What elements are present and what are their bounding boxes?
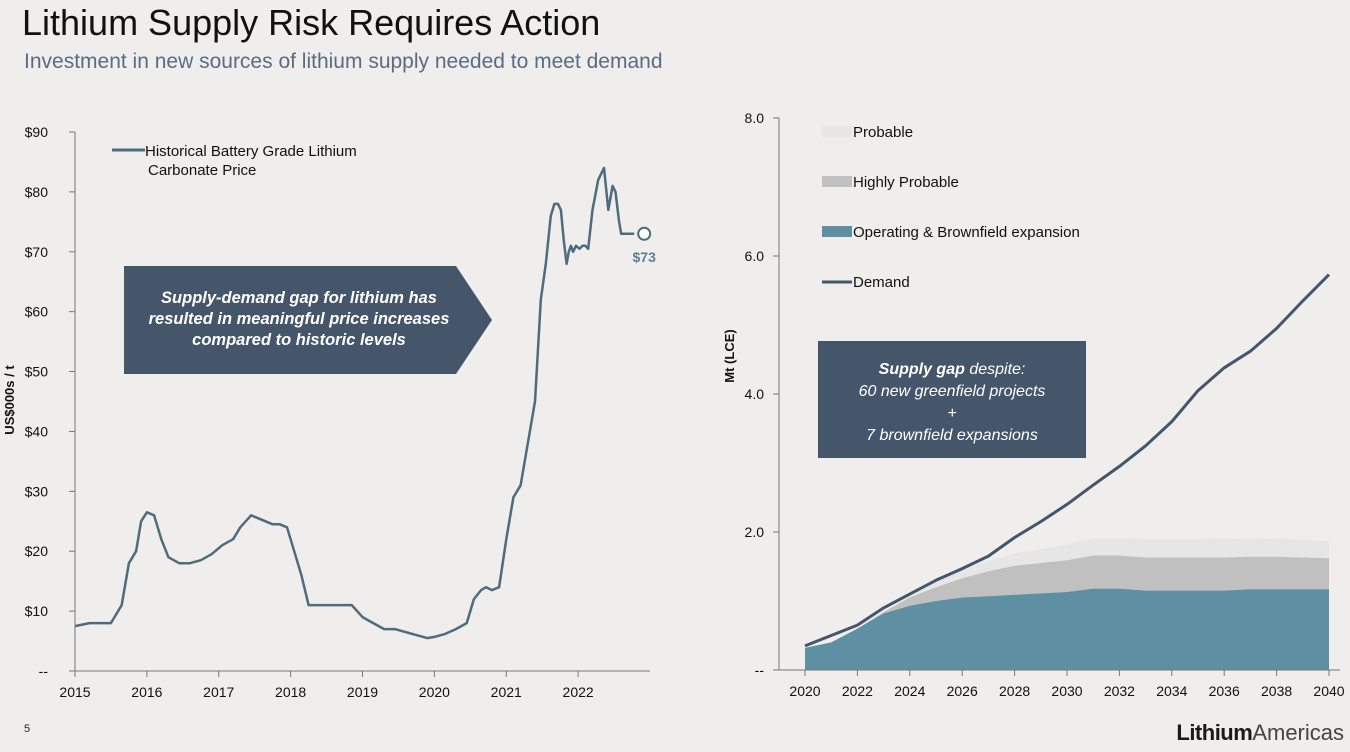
x-tick-label: 2032 xyxy=(1104,683,1135,699)
supply-gap-rest: despite: xyxy=(964,361,1026,378)
price-callout-line-2: resulted in meaningful price increases xyxy=(148,310,450,328)
operating-area xyxy=(805,588,1329,670)
y-tick-label: $10 xyxy=(25,603,49,619)
legend-swatch xyxy=(822,176,852,187)
price-end-marker xyxy=(637,226,652,241)
demand-line xyxy=(804,273,1331,648)
legend-label: Operating & Brownfield expansion xyxy=(853,224,1080,241)
y-tick-label: $40 xyxy=(25,423,49,439)
legend-label: Demand xyxy=(853,274,910,291)
x-tick-label: 2022 xyxy=(842,683,873,699)
x-tick-label: 2038 xyxy=(1261,683,1292,699)
page-title: Lithium Supply Risk Requires Action xyxy=(22,2,601,43)
y-tick-label: $70 xyxy=(25,244,49,260)
legend-label: Highly Probable xyxy=(853,174,959,191)
legend-label: Probable xyxy=(853,124,913,141)
y-tick-label: $90 xyxy=(25,124,49,140)
x-tick-label: 2022 xyxy=(563,684,594,700)
supply-gap-bold: Supply gap xyxy=(878,361,965,378)
y-axis-label: US$000s / t xyxy=(2,365,17,435)
y-tick-label: 4.0 xyxy=(745,386,765,402)
legend-swatch xyxy=(822,226,852,237)
x-tick-label: 2016 xyxy=(131,684,162,700)
x-tick-label: 2040 xyxy=(1313,683,1344,699)
x-tick-label: 2034 xyxy=(1156,683,1187,699)
highly-probable-area xyxy=(805,555,1329,648)
y-tick-label: $20 xyxy=(25,543,49,559)
supply-gap-line-2: 60 new greenfield projects xyxy=(858,383,1046,400)
price-callout-box xyxy=(124,266,492,374)
y-tick-label: 8.0 xyxy=(745,110,765,126)
page-number: 5 xyxy=(24,723,31,735)
logo-light: Americas xyxy=(1252,720,1344,745)
y-tick-label: $60 xyxy=(25,304,49,320)
price-callout-line-3: compared to historic levels xyxy=(192,331,406,349)
x-tick-label: 2019 xyxy=(347,684,378,700)
price-end-label: $73 xyxy=(633,249,657,265)
x-tick-label: 2018 xyxy=(275,684,306,700)
price-callout-line-1: Supply-demand gap for lithium has xyxy=(161,289,437,307)
company-logo: LithiumAmericas xyxy=(1176,720,1344,746)
x-tick-label: 2015 xyxy=(59,684,90,700)
x-tick-label: 2024 xyxy=(894,683,925,699)
x-tick-label: 2020 xyxy=(789,683,820,699)
supply-gap-line-4: 7 brownfield expansions xyxy=(866,427,1038,444)
page-subtitle: Investment in new sources of lithium sup… xyxy=(24,50,663,73)
legend-label-line-1: Historical Battery Grade Lithium xyxy=(145,143,357,160)
y-tick-label: -- xyxy=(755,662,765,678)
y-tick-label: $30 xyxy=(25,483,49,499)
x-tick-label: 2020 xyxy=(419,684,450,700)
x-tick-label: 2030 xyxy=(1051,683,1082,699)
legend-label-line-2: Carbonate Price xyxy=(148,162,256,179)
y-tick-label: -- xyxy=(39,663,49,679)
legend-swatch xyxy=(822,126,852,137)
supply-gap-line-3: + xyxy=(947,405,957,422)
x-tick-label: 2021 xyxy=(491,684,522,700)
y-tick-label: 6.0 xyxy=(745,248,765,264)
y-tick-label: 2.0 xyxy=(745,524,765,540)
x-tick-label: 2026 xyxy=(947,683,978,699)
probable-area xyxy=(805,538,1329,648)
logo-bold: Lithium xyxy=(1176,720,1253,745)
price-callout-text: Supply-demand gap for lithium has result… xyxy=(124,288,474,351)
y-tick-label: $50 xyxy=(25,364,49,380)
price-series-line xyxy=(74,166,635,640)
y-tick-label: $80 xyxy=(25,184,49,200)
x-tick-label: 2028 xyxy=(999,683,1030,699)
x-tick-label: 2036 xyxy=(1209,683,1240,699)
supply-gap-callout: Supply gap despite: 60 new greenfield pr… xyxy=(818,341,1086,458)
x-tick-label: 2017 xyxy=(203,684,234,700)
y-axis-label: Mt (LCE) xyxy=(722,329,737,382)
